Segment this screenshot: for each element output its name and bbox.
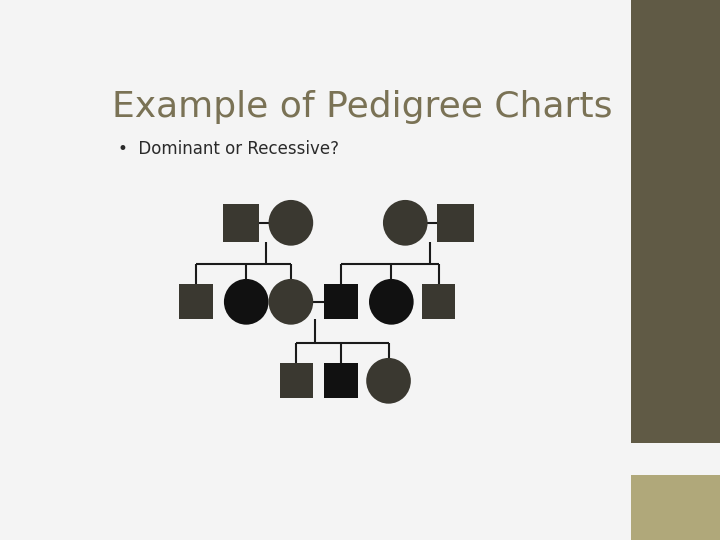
Bar — [324, 363, 358, 399]
Text: Example of Pedigree Charts: Example of Pedigree Charts — [112, 90, 613, 124]
Bar — [279, 363, 313, 399]
Bar — [179, 284, 213, 320]
Ellipse shape — [269, 200, 313, 246]
Ellipse shape — [269, 279, 313, 325]
Text: •  Dominant or Recessive?: • Dominant or Recessive? — [118, 140, 339, 158]
Ellipse shape — [224, 279, 269, 325]
Ellipse shape — [383, 200, 428, 246]
Bar — [437, 204, 474, 241]
Ellipse shape — [369, 279, 413, 325]
Ellipse shape — [366, 358, 411, 404]
Bar — [422, 284, 456, 320]
Bar — [222, 204, 258, 241]
Bar — [324, 284, 358, 320]
